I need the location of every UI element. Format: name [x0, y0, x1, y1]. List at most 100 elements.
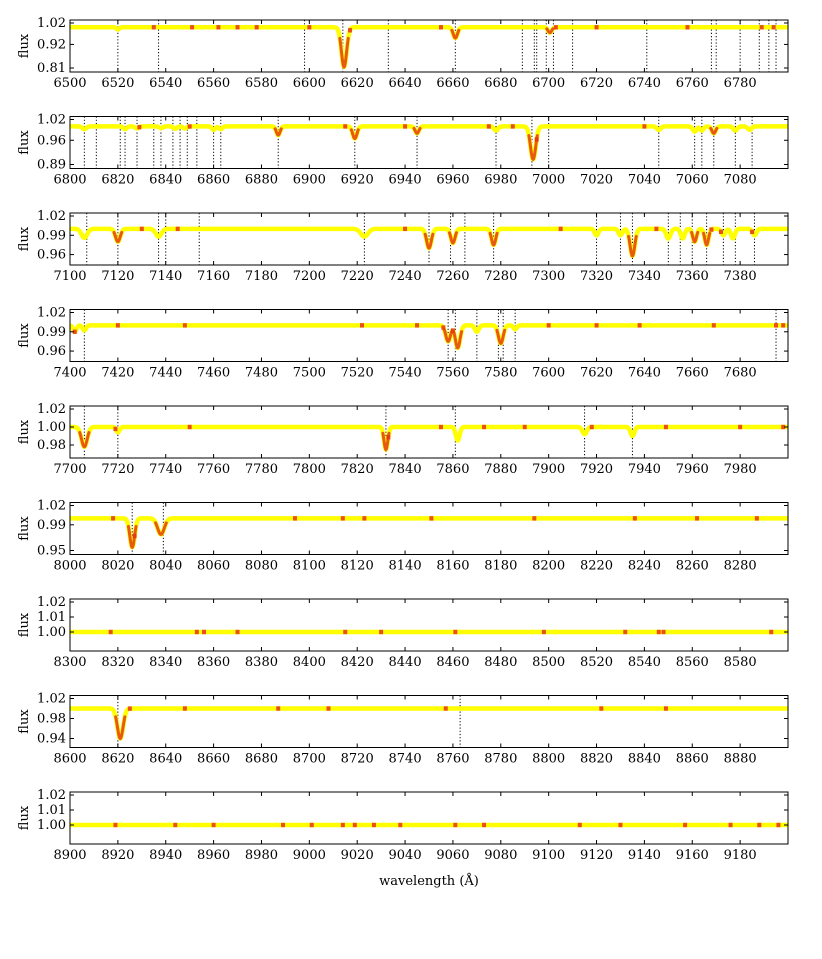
line-core: [627, 234, 638, 258]
x-tick-label: 8720: [341, 752, 374, 767]
plot-area: [70, 20, 788, 72]
x-tick-label: 7380: [724, 269, 757, 284]
x-tick-label: 7860: [436, 462, 469, 477]
x-tick-label: 9180: [724, 848, 757, 863]
x-tick-label: 8380: [245, 655, 278, 670]
x-tick-label: 8060: [197, 559, 230, 574]
spectrum-curve: [70, 706, 788, 741]
x-tick-label: 7760: [197, 462, 230, 477]
y-tick-label: 0.96: [37, 344, 66, 359]
x-tick-label: 6780: [724, 76, 757, 91]
x-tick-label: 7140: [149, 269, 182, 284]
x-tick-label: 8660: [197, 752, 230, 767]
x-tick-label: 7660: [676, 366, 709, 381]
x-tick-label: 8620: [101, 752, 134, 767]
x-tick-label: 8480: [484, 655, 517, 670]
hot-spot: [709, 227, 714, 232]
x-tick-label: 8000: [53, 559, 86, 574]
x-tick-label: 8520: [580, 655, 613, 670]
line-core: [349, 128, 360, 141]
hot-spot: [618, 822, 623, 828]
hot-spot: [281, 822, 286, 828]
y-tick-label: 0.81: [37, 61, 66, 76]
hot-spot: [137, 124, 142, 130]
y-tick-label: 0.95: [37, 544, 66, 559]
line-core: [447, 231, 458, 245]
x-tick-label: 7680: [724, 366, 757, 381]
line-core: [690, 230, 700, 244]
hot-spot: [309, 822, 314, 828]
x-tick-label: 9080: [484, 848, 517, 863]
axes-frame: [69, 502, 789, 555]
plot-area: [70, 213, 788, 265]
x-tick-label: 8300: [53, 655, 86, 670]
x-tick-label: 7940: [628, 462, 661, 477]
hot-spot: [776, 822, 781, 828]
panels-group: 6500 6520 6540 6560 6580 6600 6620 6640 6660 6680…: [17, 16, 789, 863]
hot-spot: [685, 25, 690, 30]
x-tick-label: 6500: [53, 76, 86, 91]
x-tick-label: 8440: [389, 655, 422, 670]
x-tick-label: 7920: [580, 462, 613, 477]
x-tick-label: 7320: [580, 269, 613, 284]
hot-spot: [532, 516, 537, 521]
hot-spot: [438, 25, 443, 30]
x-tick-label: 8140: [389, 559, 422, 574]
y-axis-label: flux: [17, 323, 32, 348]
x-tick-label: 8180: [484, 559, 517, 574]
axes-frame: [69, 695, 789, 748]
hot-spot: [443, 706, 448, 711]
hot-spot: [632, 516, 637, 521]
hot-spot: [589, 424, 594, 430]
hot-spot: [235, 629, 240, 635]
x-tick-label: 6660: [436, 76, 469, 91]
x-tick-label: 6560: [197, 76, 230, 91]
y-tick-label: 1.00: [37, 420, 66, 435]
x-tick-label: 7480: [245, 366, 278, 381]
x-tick-label: 7960: [676, 462, 709, 477]
hot-spot: [132, 533, 137, 539]
y-tick-label: 1.02: [37, 209, 66, 224]
x-tick-label: 7460: [197, 366, 230, 381]
x-axis-label: wavelength (Å): [379, 873, 479, 889]
line-core: [442, 328, 454, 344]
hot-spot: [348, 28, 353, 33]
hot-spot: [194, 629, 199, 635]
line-core: [527, 134, 539, 162]
x-tick-label: 8780: [484, 752, 517, 767]
plot-area: [70, 406, 788, 458]
x-tick-label: 8460: [436, 655, 469, 670]
line-core: [78, 431, 91, 449]
hot-spot: [211, 822, 216, 828]
spectrum-curve: [70, 516, 788, 550]
hot-spot: [175, 226, 180, 232]
hot-spot: [187, 424, 192, 430]
spectrum-panel-8: 8600 8620 8640 8660 8680 8700 8720 8740 8760 8780…: [17, 692, 789, 767]
axes-frame: [69, 405, 789, 459]
hot-spot: [190, 25, 195, 30]
line-core: [112, 230, 124, 244]
x-tick-label: 9040: [389, 848, 422, 863]
hot-spot: [738, 424, 743, 430]
hot-spot: [663, 706, 668, 711]
hot-spot: [343, 629, 348, 635]
y-tick-label: 0.99: [37, 228, 66, 243]
x-tick-label: 7260: [436, 269, 469, 284]
hot-spot: [781, 424, 786, 430]
x-tick-label: 8820: [580, 752, 613, 767]
plot-area: [70, 629, 788, 635]
x-tick-label: 6820: [101, 173, 134, 188]
hot-spot: [386, 435, 391, 440]
x-tick-label: 6960: [436, 173, 469, 188]
line-core: [412, 126, 422, 135]
x-tick-label: 6760: [676, 76, 709, 91]
line-core: [450, 28, 461, 40]
x-tick-label: 8940: [149, 848, 182, 863]
hot-spot: [403, 124, 408, 129]
x-tick-label: 9020: [341, 848, 374, 863]
x-tick-label: 9100: [532, 848, 565, 863]
x-tick-label: 7540: [389, 366, 422, 381]
y-tick-label: 1.00: [37, 818, 66, 833]
hot-spot: [661, 629, 666, 635]
x-tick-label: 8680: [245, 752, 278, 767]
